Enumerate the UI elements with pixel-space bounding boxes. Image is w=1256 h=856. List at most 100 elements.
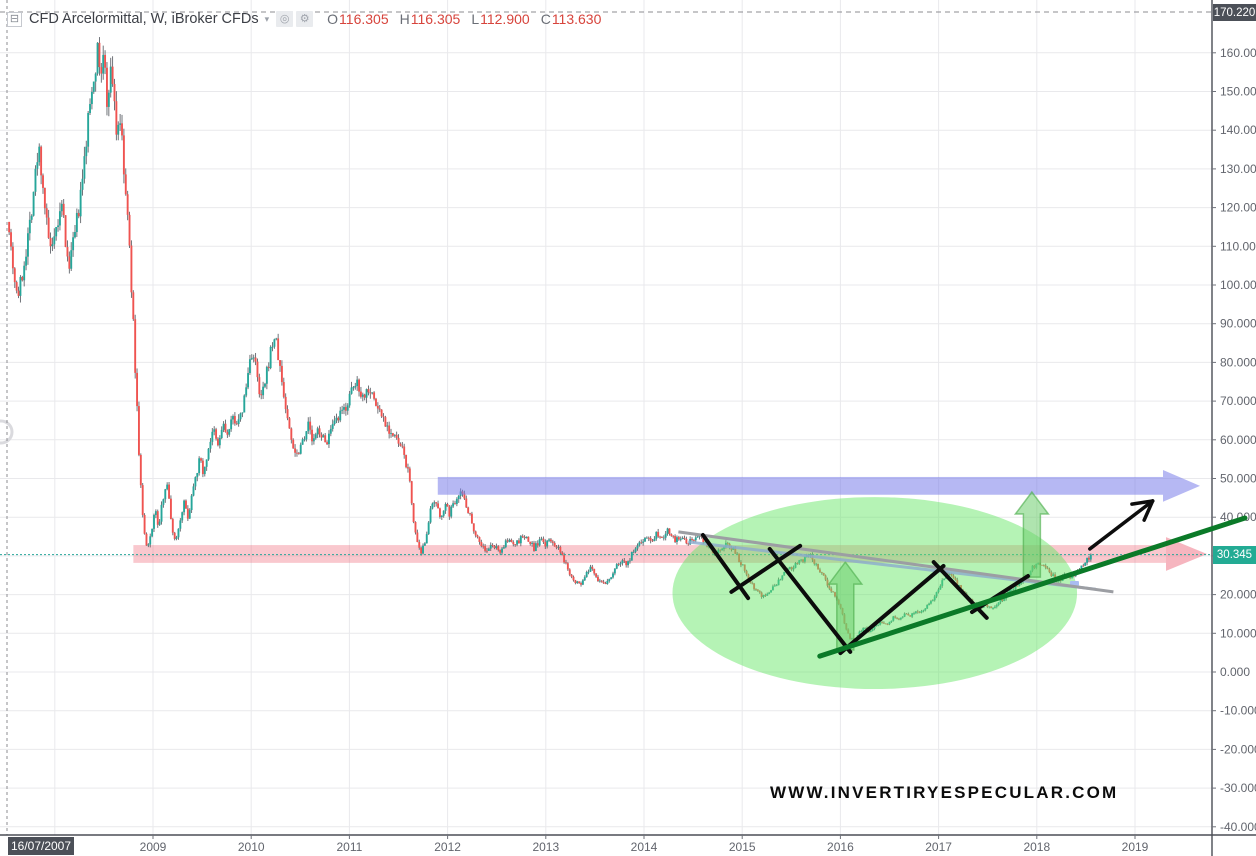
candle-body <box>581 580 584 585</box>
candle-body <box>412 503 415 523</box>
candle-body <box>433 502 436 504</box>
candle-body <box>636 545 639 549</box>
candle-body <box>43 187 46 209</box>
candle-body <box>213 429 216 432</box>
symbol-title[interactable]: CFD Arcelormittal, W, iBroker CFDs <box>29 11 259 27</box>
candle-body <box>45 208 48 218</box>
candle-body <box>356 379 359 387</box>
candle-body <box>604 583 607 585</box>
candle-body <box>438 508 441 518</box>
candle-body <box>305 431 308 440</box>
candle-body <box>580 583 582 585</box>
candle-body <box>600 580 603 582</box>
candle-body <box>136 372 139 407</box>
candle-body <box>486 550 488 552</box>
price-tick-label: 50.000 <box>1220 472 1256 486</box>
candle-body <box>311 429 313 442</box>
candle-body <box>565 562 567 564</box>
candle-body <box>230 419 233 430</box>
year-tick-label: 2019 <box>1122 840 1149 854</box>
candle-body <box>568 569 571 575</box>
candle-body <box>472 523 475 532</box>
candle-body <box>390 433 392 434</box>
candle-body <box>90 91 93 105</box>
candle-body <box>115 101 118 135</box>
collapse-button[interactable]: ⊟ <box>7 11 22 27</box>
candle-body <box>869 630 872 633</box>
candle-body <box>83 156 86 179</box>
price-axis-panel[interactable] <box>1212 0 1256 856</box>
candle-body <box>58 211 61 226</box>
impulse-up-arrow-2[interactable] <box>1013 490 1050 578</box>
candle-body <box>465 498 468 508</box>
candle-body <box>645 537 648 539</box>
candle-body <box>1054 574 1057 580</box>
candle-body <box>1044 565 1047 568</box>
candle-body <box>423 543 426 546</box>
candle-body <box>175 537 178 539</box>
candle-body <box>414 522 417 533</box>
candle-body <box>726 542 729 544</box>
green-trendline[interactable] <box>817 515 1248 659</box>
zigzag-wave-lines[interactable] <box>700 533 1030 656</box>
candle-body <box>903 613 906 617</box>
candle-body <box>1012 588 1015 590</box>
plot-area[interactable] <box>0 0 1212 835</box>
candle-body <box>375 398 377 406</box>
candle-body <box>1003 598 1006 602</box>
candle-body <box>623 560 626 562</box>
candle-body <box>399 443 402 446</box>
candle-body <box>741 564 744 566</box>
candle-body <box>489 544 492 549</box>
zigzag-line[interactable] <box>729 543 803 594</box>
candle-body <box>685 538 688 544</box>
candle-body <box>717 549 720 554</box>
candle-body <box>98 42 101 68</box>
chevron-down-icon[interactable]: ▾ <box>264 14 270 24</box>
candle-body <box>104 54 107 68</box>
candle-body <box>273 339 276 347</box>
candle-body <box>516 540 519 545</box>
candle-body <box>523 537 526 539</box>
candle-body <box>226 432 229 435</box>
candle-body <box>454 503 456 505</box>
candle-body <box>514 544 517 546</box>
candle-body <box>922 610 925 612</box>
candle-body <box>692 540 695 541</box>
eye-icon-button[interactable]: ◎ <box>276 11 294 27</box>
candle-body <box>899 617 902 620</box>
resistance-arrow[interactable] <box>437 469 1200 502</box>
candle-body <box>525 536 528 539</box>
support-zone[interactable] <box>133 537 1207 571</box>
candle-body <box>147 544 150 546</box>
candle-body <box>139 454 142 486</box>
candle-body <box>546 540 549 547</box>
candle-body <box>886 624 889 625</box>
candle-body <box>21 276 24 281</box>
candle-body <box>322 435 325 438</box>
gear-icon-button[interactable]: ⚙ <box>296 11 314 27</box>
candle-body <box>166 484 169 490</box>
time-axis-panel[interactable] <box>0 835 1256 856</box>
candle-body <box>267 366 270 369</box>
candle-body <box>258 377 261 395</box>
breakout-arrow[interactable] <box>1088 499 1155 551</box>
candle-body <box>933 596 936 601</box>
candle-body <box>352 387 355 389</box>
candle-body <box>1046 567 1049 569</box>
candle-body <box>420 547 423 554</box>
candle-body <box>25 256 28 266</box>
candle-body <box>926 604 929 609</box>
candle-body <box>316 428 319 435</box>
candle-body <box>549 539 552 542</box>
zigzag-line[interactable] <box>767 546 853 654</box>
candle-body <box>363 394 366 398</box>
candle-body <box>1008 589 1011 592</box>
candle-body <box>860 631 863 632</box>
zigzag-line[interactable] <box>838 563 946 656</box>
candle-body <box>691 538 693 541</box>
candle-body <box>894 616 897 618</box>
candle-body <box>1010 589 1013 591</box>
candle-body <box>326 442 329 445</box>
